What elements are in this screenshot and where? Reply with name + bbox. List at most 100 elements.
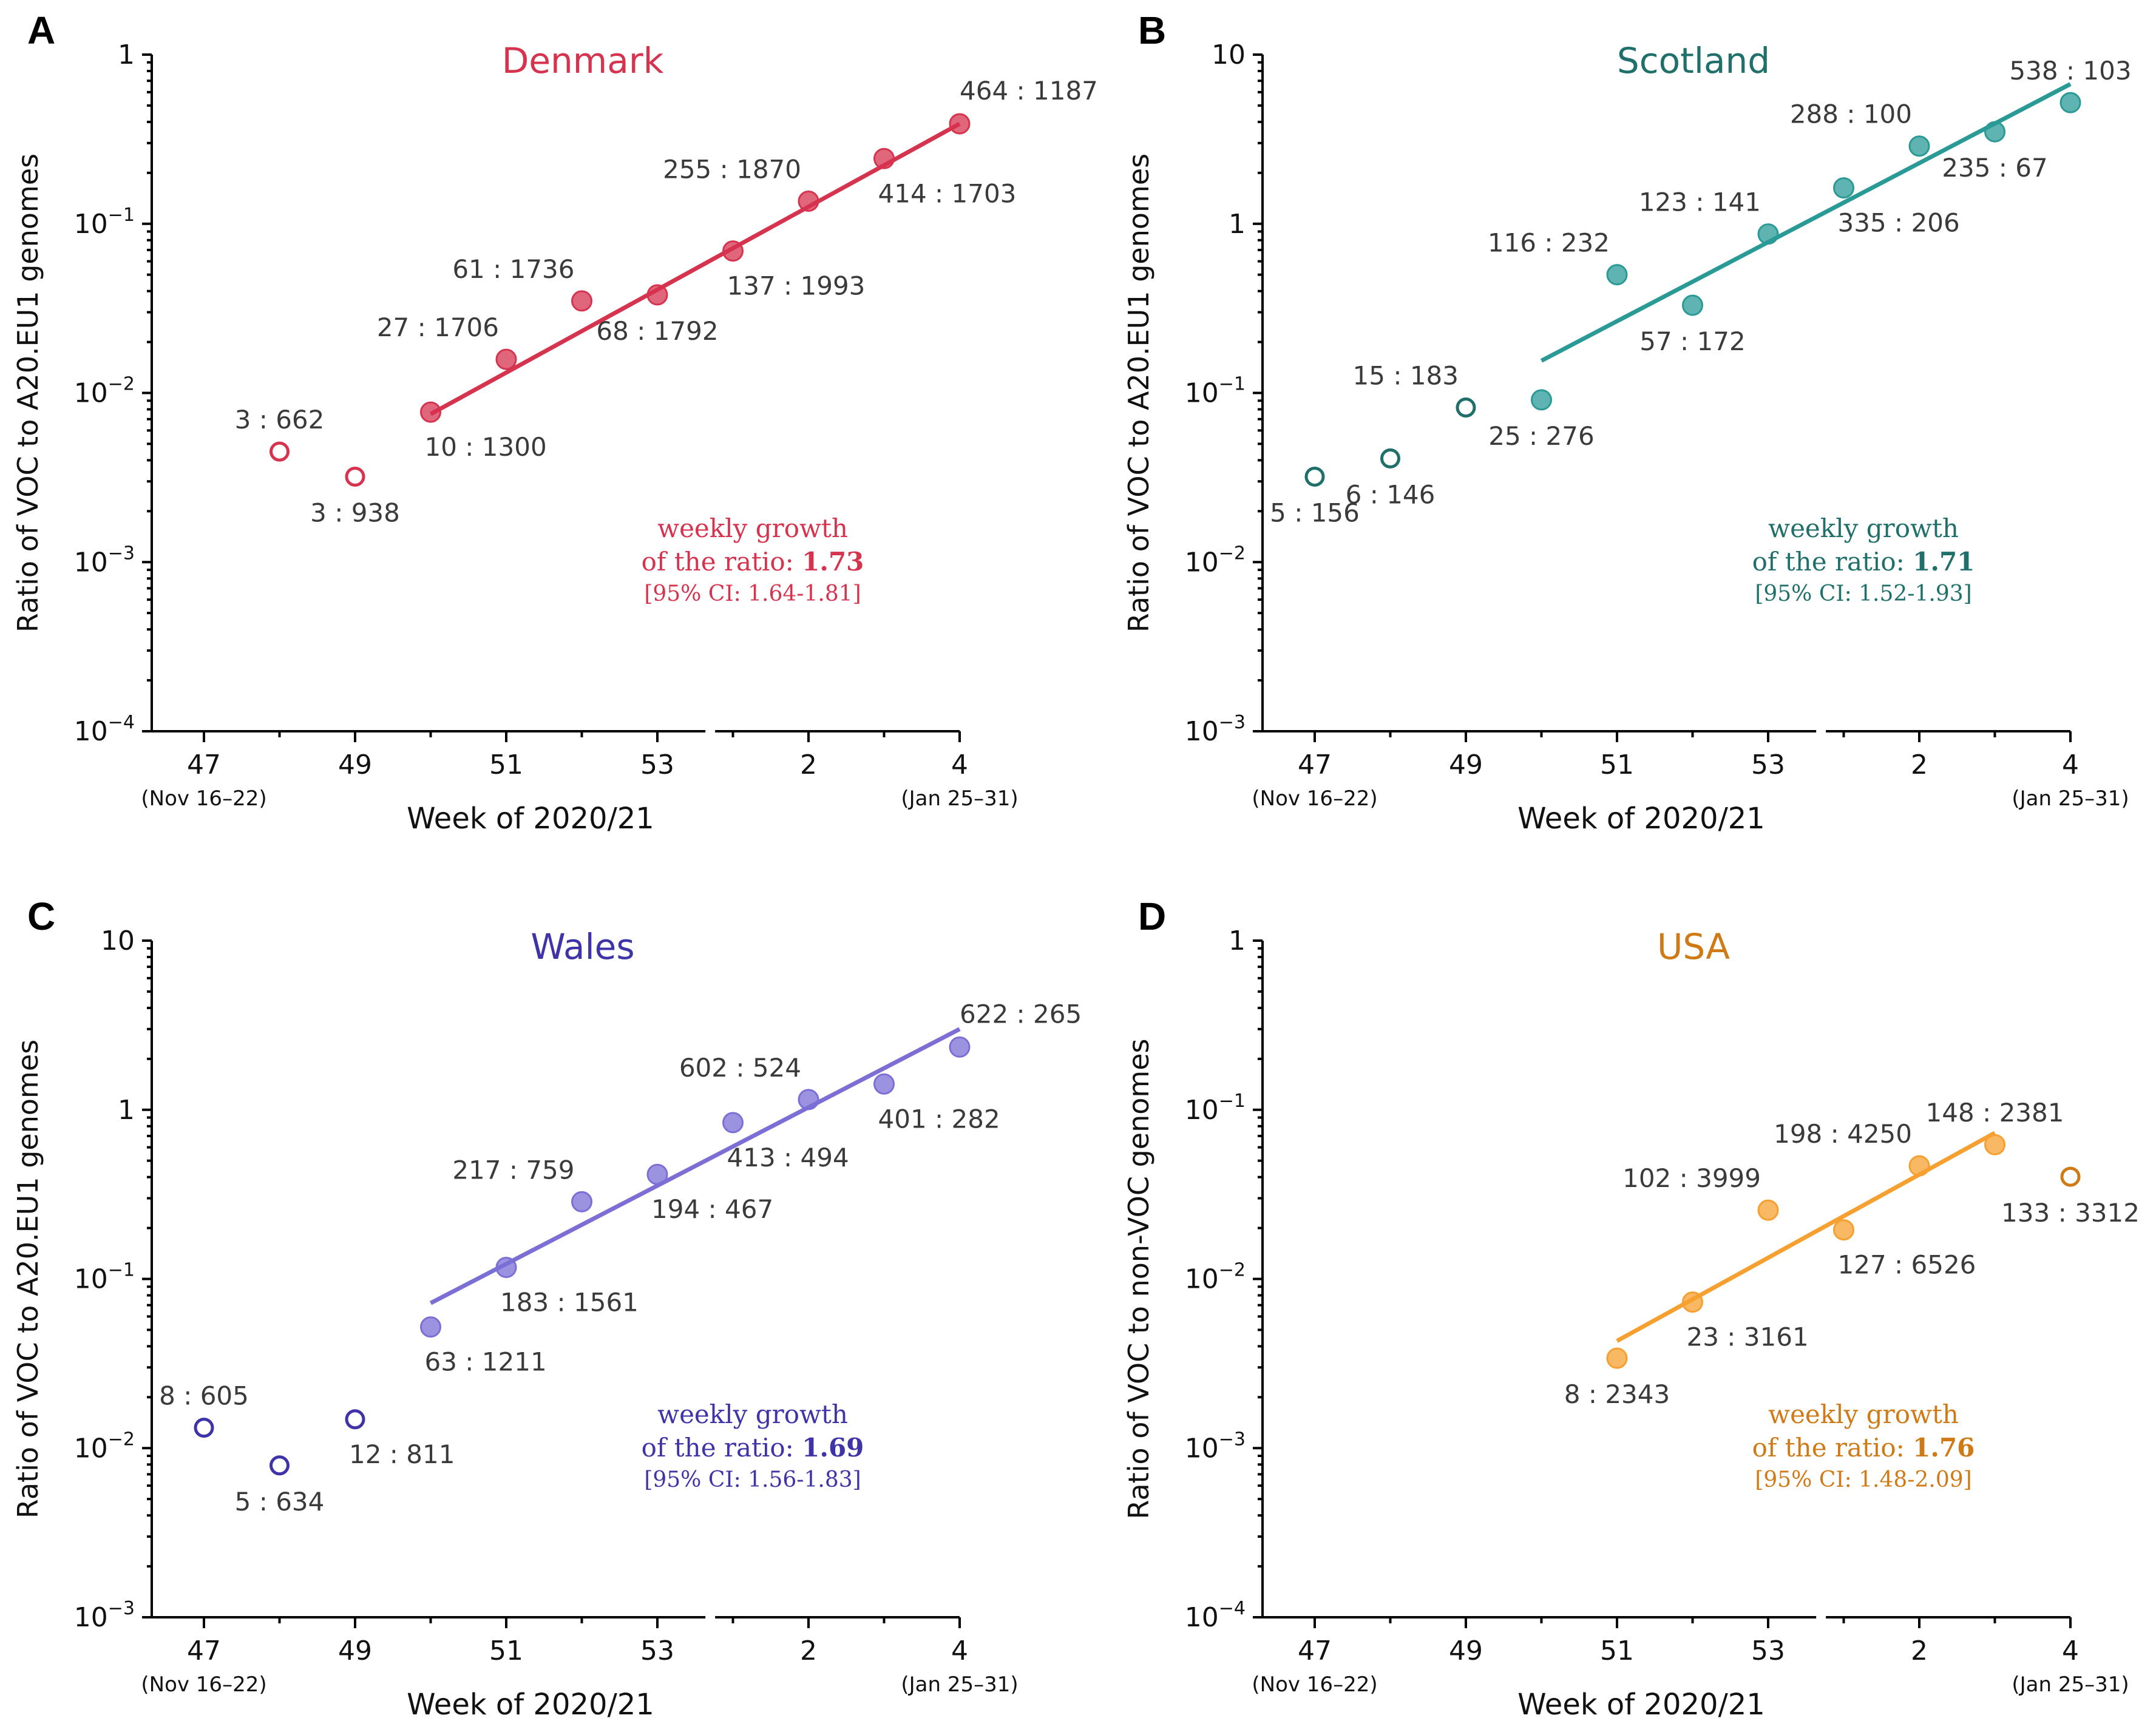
x-tick-sublabel: (Jan 25–31) [2012,1672,2129,1697]
y-tick-label: 1 [118,1095,135,1126]
x-axis-label: Week of 2020/21 [407,1688,654,1722]
panel-A: A 10−4 10−3 10−2 10−1 1 47 (Nov 16–22) 49 51 53 2 4 (… [12,8,1098,836]
data-point [1606,264,1628,286]
growth-annotation-ci: [95% CI: 1.48-2.09] [1755,1467,1971,1492]
data-label: 198 : 4250 [1774,1119,1912,1149]
x-tick-label: 53 [1751,1635,1785,1666]
data-point [873,1073,895,1095]
data-point [420,1316,441,1338]
y-tick-label: 10−2 [1185,543,1246,578]
y-tick-label: 10−4 [1185,1598,1246,1633]
data-point [646,1163,668,1185]
data-point [1833,177,1854,199]
data-label: 10 : 1300 [425,432,547,462]
data-label: 57 : 172 [1639,326,1745,356]
y-tick-label: 1 [1229,209,1246,240]
data-point [420,401,441,423]
y-tick-label: 10−3 [74,543,135,578]
x-tick-label: 49 [1449,1635,1483,1666]
data-point [798,1089,819,1111]
data-label: 183 : 1561 [500,1287,639,1317]
y-axis-label: Ratio of VOC to A20.EU1 genomes [1122,154,1155,632]
x-tick-sublabel: (Nov 16–22) [141,786,266,811]
data-label: 127 : 6526 [1838,1250,1976,1280]
data-point [949,1036,971,1058]
data-point-open [1380,448,1400,468]
data-label: 148 : 2381 [1926,1098,2064,1128]
panel-letter: A [27,8,55,52]
data-label: 255 : 1870 [663,155,801,184]
data-label: 8 : 2343 [1564,1379,1670,1409]
data-label: 464 : 1187 [960,76,1098,106]
data-point-open [1456,397,1476,418]
panel-letter: B [1138,8,1166,52]
data-label: 102 : 3999 [1622,1163,1761,1193]
x-tick-sublabel: (Nov 16–22) [141,1672,266,1697]
x-tick-label: 47 [1298,1635,1332,1666]
data-point [1531,389,1552,411]
x-tick-label: 4 [951,1635,968,1666]
data-label: 137 : 1993 [727,271,866,301]
data-label: 123 : 141 [1639,188,1761,217]
panel-C: C 10−3 10−2 10−1 1 10 47 (Nov 16–22) 49 51 53 2 4 (Ja… [12,895,1082,1722]
x-tick-label: 4 [2062,1635,2079,1666]
y-tick-label: 10−4 [74,712,135,747]
x-tick-label: 2 [800,749,817,780]
data-point-open [270,441,290,462]
growth-annotation-line2: of the ratio: 1.71 [1752,547,1975,577]
panel-title: USA [1657,926,1730,967]
data-point [1908,1155,1930,1177]
data-point [1757,1199,1779,1221]
data-point [1984,1134,2005,1155]
y-tick-label: 10−1 [1185,374,1246,409]
data-point [646,284,668,306]
panel-D: D 10−4 10−3 10−2 10−1 1 47 (Nov 16–22) 49 51 53 2 4 (… [1122,895,2140,1722]
data-label: 602 : 524 [679,1053,801,1083]
data-point-open [270,1455,290,1476]
data-point [1757,223,1779,245]
data-point-open [1304,466,1325,487]
data-label: 288 : 100 [1790,100,1912,129]
data-label: 217 : 759 [452,1155,574,1185]
x-tick-label: 2 [1911,1635,1928,1666]
x-tick-label: 53 [1751,749,1785,780]
data-label: 15 : 183 [1353,361,1459,391]
y-tick-label: 10−3 [74,1598,135,1633]
x-tick-sublabel: (Nov 16–22) [1252,1672,1377,1697]
x-tick-label: 51 [489,1635,523,1666]
data-label: 3 : 662 [235,405,325,435]
data-label: 5 : 634 [235,1487,325,1517]
data-label: 5 : 156 [1270,498,1360,527]
x-tick-label: 47 [187,749,221,780]
fit-line [1616,1131,1996,1343]
data-point [2059,92,2081,113]
growth-annotation-ci: [95% CI: 1.56-1.83] [644,1467,861,1492]
growth-annotation-line1: weekly growth [1768,1399,1959,1429]
y-tick-label: 10−3 [1185,1429,1246,1464]
data-label: 23 : 3161 [1687,1322,1809,1352]
data-label: 63 : 1211 [425,1347,547,1377]
data-label: 401 : 282 [878,1104,1000,1134]
y-tick-label: 10−1 [74,1260,135,1295]
data-label: 414 : 1703 [878,178,1017,208]
data-label: 27 : 1706 [377,313,499,342]
data-point [495,1256,517,1278]
data-label: 622 : 265 [960,999,1082,1029]
panel-title: Scotland [1617,40,1770,81]
data-point [1833,1219,1854,1241]
growth-annotation-ci: [95% CI: 1.52-1.93] [1755,581,1971,606]
growth-annotation-line1: weekly growth [1768,513,1959,543]
x-axis-label: Week of 2020/21 [1517,1688,1765,1722]
x-tick-label: 51 [489,749,523,780]
x-axis-label: Week of 2020/21 [407,802,654,836]
data-point-open [345,1409,365,1430]
data-point-open [2060,1166,2081,1187]
y-axis-label: Ratio of VOC to A20.EU1 genomes [12,154,44,632]
y-tick-label: 10−1 [1185,1091,1246,1126]
y-tick-label: 10−3 [1185,712,1246,747]
y-tick-label: 10−2 [74,374,135,409]
x-tick-label: 51 [1600,749,1634,780]
data-point [873,147,895,169]
data-label: 194 : 467 [651,1194,773,1224]
growth-annotation-line2: of the ratio: 1.73 [642,547,864,577]
